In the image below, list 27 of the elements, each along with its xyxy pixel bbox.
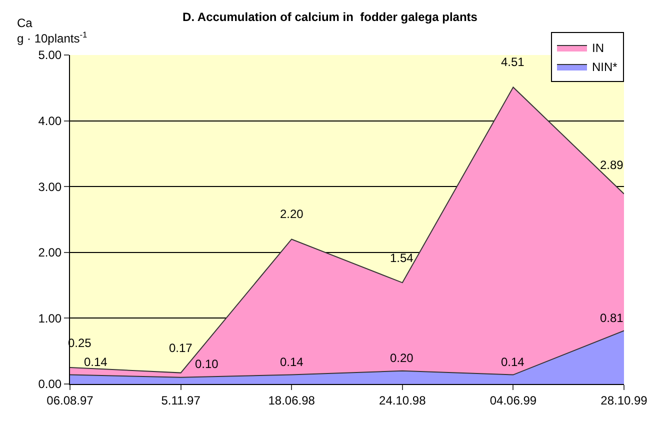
y-tick-label: 4.00 <box>38 114 62 128</box>
chart-title: D. Accumulation of calcium in fodder galega plants <box>182 10 478 24</box>
data-label: 0.14 <box>84 355 108 369</box>
x-tick-label: 28.10.99 <box>600 393 648 408</box>
data-label: 0.14 <box>501 355 525 369</box>
x-tick-label: 18.06.98 <box>268 393 316 408</box>
y-tick-label: 0.00 <box>38 377 62 392</box>
data-label: 0.17 <box>169 341 193 355</box>
data-label: 2.89 <box>600 158 624 172</box>
y-tick-label: 1.00 <box>38 311 62 326</box>
data-label: 0.20 <box>390 351 414 365</box>
legend-label: NIN* <box>592 60 618 74</box>
data-label: 2.20 <box>280 207 304 221</box>
y-axis-title: Ca g · 10plants$^{-1}$ <box>17 16 88 46</box>
y-tick-label: 2.00 <box>38 246 62 260</box>
data-label: 0.14 <box>280 355 304 369</box>
data-label: 1.54 <box>390 251 414 265</box>
y-tick-label: 5.00 <box>38 48 62 62</box>
data-label: 0.81 <box>600 311 624 325</box>
legend-label: IN <box>592 41 604 56</box>
x-tick-label: 04.06.99 <box>490 393 537 408</box>
x-tick-label: 5.11.97 <box>161 393 201 408</box>
x-tick-label: 24.10.98 <box>379 393 426 408</box>
y-tick-label: 3.00 <box>38 180 62 194</box>
data-label: 4.51 <box>501 55 525 69</box>
x-tick-label: 06.08.97 <box>46 393 94 408</box>
data-label: 0.10 <box>195 357 219 371</box>
